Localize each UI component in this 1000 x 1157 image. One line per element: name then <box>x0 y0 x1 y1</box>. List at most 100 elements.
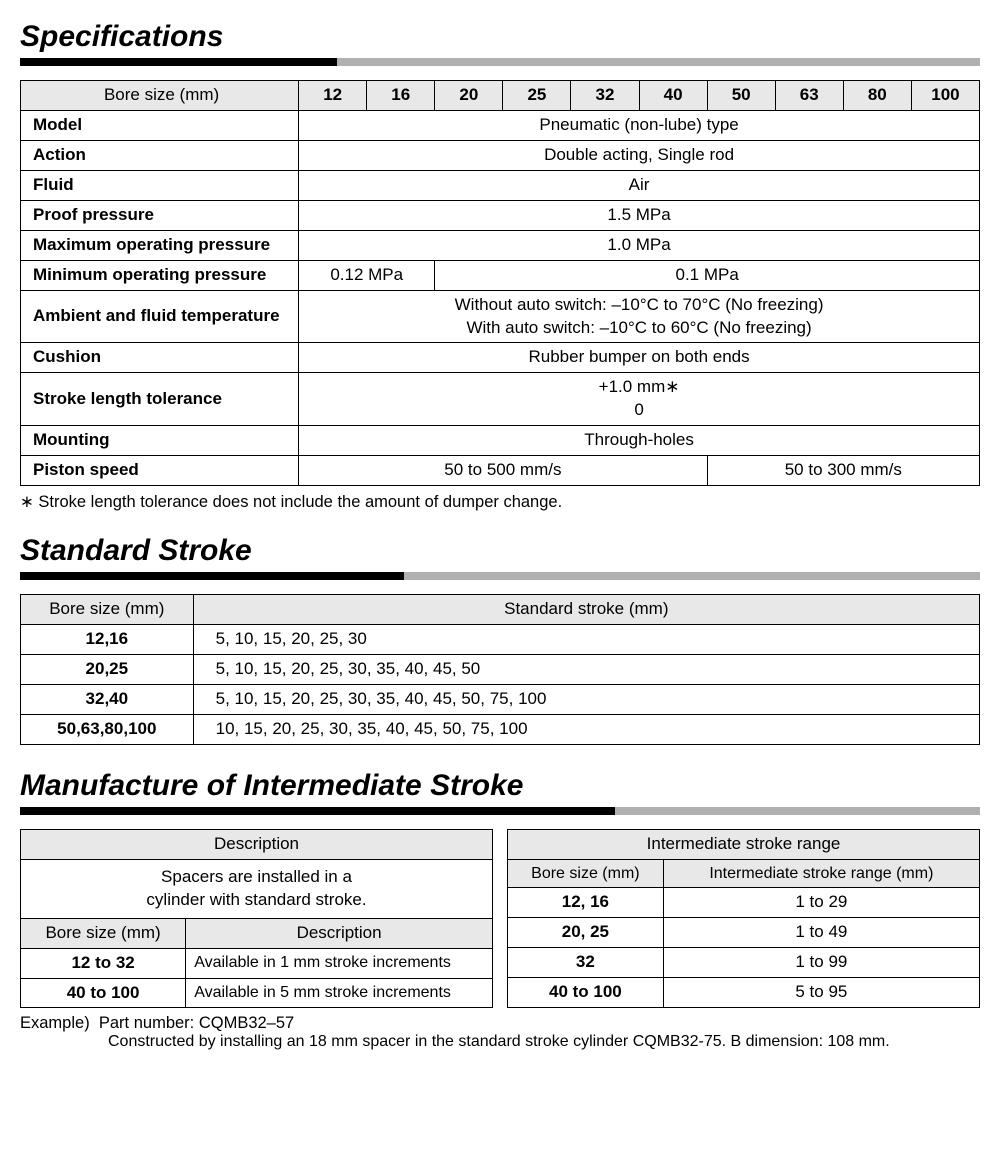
std-stroke-rule <box>20 572 980 580</box>
table-row: 12,16 5, 10, 15, 20, 25, 30 <box>21 625 980 655</box>
table-row: Maximum operating pressure 1.0 MPa <box>21 230 980 260</box>
cell-bore: 20,25 <box>21 655 194 685</box>
std-stroke-table: Bore size (mm) Standard stroke (mm) 12,1… <box>20 594 980 745</box>
desc-col1: Bore size (mm) <box>21 918 186 948</box>
row-value: Double acting, Single rod <box>299 140 980 170</box>
row-label: Ambient and fluid temperature <box>21 290 299 343</box>
cell-desc: Available in 5 mm stroke increments <box>186 978 493 1008</box>
range-title: Intermediate stroke range <box>508 829 980 859</box>
table-row: 20, 25 1 to 49 <box>508 918 980 948</box>
cell-bore: 32,40 <box>21 684 194 714</box>
cell-range: 5 to 95 <box>663 978 979 1008</box>
row-value-b: 50 to 300 mm/s <box>707 456 979 486</box>
table-row: Proof pressure 1.5 MPa <box>21 200 980 230</box>
row-value-a: 50 to 500 mm/s <box>299 456 707 486</box>
bore-col: 16 <box>367 81 435 111</box>
row-label: Minimum operating pressure <box>21 260 299 290</box>
table-row: Action Double acting, Single rod <box>21 140 980 170</box>
cell-bore: 50,63,80,100 <box>21 714 194 744</box>
row-value-b: 0.1 MPa <box>435 260 980 290</box>
row-value: Through-holes <box>299 426 980 456</box>
cell-range: 1 to 29 <box>663 888 979 918</box>
col-bore: Bore size (mm) <box>21 595 194 625</box>
intermediate-left: Description Spacers are installed in a c… <box>20 829 493 1009</box>
bore-header: Bore size (mm) <box>21 81 299 111</box>
specs-footnote: ∗ Stroke length tolerance does not inclu… <box>20 492 980 512</box>
cell-bore: 12 to 32 <box>21 948 186 978</box>
bore-col: 50 <box>707 81 775 111</box>
bore-col: 25 <box>503 81 571 111</box>
row-label: Model <box>21 110 299 140</box>
cell-desc: Available in 1 mm stroke increments <box>186 948 493 978</box>
range-col2: Intermediate stroke range (mm) <box>663 859 979 888</box>
table-row: 40 to 100 5 to 95 <box>508 978 980 1008</box>
table-row: Mounting Through-holes <box>21 426 980 456</box>
cell-strokes: 5, 10, 15, 20, 25, 30, 35, 40, 45, 50 <box>193 655 979 685</box>
row-value-a: 0.12 MPa <box>299 260 435 290</box>
temp-line2: With auto switch: –10°C to 60°C (No free… <box>466 318 811 337</box>
bore-col: 63 <box>775 81 843 111</box>
table-row: 40 to 100 Available in 5 mm stroke incre… <box>21 978 493 1008</box>
row-label: Maximum operating pressure <box>21 230 299 260</box>
cell-strokes: 5, 10, 15, 20, 25, 30, 35, 40, 45, 50, 7… <box>193 684 979 714</box>
specs-table: Bore size (mm) 12 16 20 25 32 40 50 63 8… <box>20 80 980 486</box>
row-value: 1.0 MPa <box>299 230 980 260</box>
intermediate-rule <box>20 807 980 815</box>
table-row: Cushion Rubber bumper on both ends <box>21 343 980 373</box>
range-table: Intermediate stroke range Bore size (mm)… <box>507 829 980 1008</box>
cell-range: 1 to 49 <box>663 918 979 948</box>
table-row: 32 1 to 99 <box>508 948 980 978</box>
intermediate-right: Intermediate stroke range Bore size (mm)… <box>507 829 980 1008</box>
bore-col: 80 <box>843 81 911 111</box>
row-value: Air <box>299 170 980 200</box>
table-row: Piston speed 50 to 500 mm/s 50 to 300 mm… <box>21 456 980 486</box>
table-row: Ambient and fluid temperature Without au… <box>21 290 980 343</box>
temp-line1: Without auto switch: –10°C to 70°C (No f… <box>455 295 824 314</box>
table-row: 32,40 5, 10, 15, 20, 25, 30, 35, 40, 45,… <box>21 684 980 714</box>
desc-note: Spacers are installed in a cylinder with… <box>21 859 493 918</box>
bore-col: 40 <box>639 81 707 111</box>
row-value: Pneumatic (non-lube) type <box>299 110 980 140</box>
cell-bore: 20, 25 <box>508 918 664 948</box>
col-stroke: Standard stroke (mm) <box>193 595 979 625</box>
table-row: Stroke length tolerance +1.0 mm∗ 0 <box>21 373 980 426</box>
cell-strokes: 10, 15, 20, 25, 30, 35, 40, 45, 50, 75, … <box>193 714 979 744</box>
bore-col: 100 <box>911 81 979 111</box>
example-label: Example) <box>20 1014 90 1032</box>
desc-col2: Description <box>186 918 493 948</box>
cell-strokes: 5, 10, 15, 20, 25, 30 <box>193 625 979 655</box>
row-label: Action <box>21 140 299 170</box>
range-col1: Bore size (mm) <box>508 859 664 888</box>
bore-col: 32 <box>571 81 639 111</box>
cell-bore: 12,16 <box>21 625 194 655</box>
table-row: 12 to 32 Available in 1 mm stroke increm… <box>21 948 493 978</box>
specs-rule <box>20 58 980 66</box>
row-value: Without auto switch: –10°C to 70°C (No f… <box>299 290 980 343</box>
table-row: 20,25 5, 10, 15, 20, 25, 30, 35, 40, 45,… <box>21 655 980 685</box>
table-row: Minimum operating pressure 0.12 MPa 0.1 … <box>21 260 980 290</box>
bore-col: 20 <box>435 81 503 111</box>
row-label: Cushion <box>21 343 299 373</box>
cell-range: 1 to 99 <box>663 948 979 978</box>
cell-bore: 40 to 100 <box>21 978 186 1008</box>
desc-title: Description <box>21 829 493 859</box>
tol-line1: +1.0 mm∗ <box>599 377 680 396</box>
specs-title: Specifications <box>20 20 980 54</box>
table-row: Model Pneumatic (non-lube) type <box>21 110 980 140</box>
spec-header-row: Bore size (mm) 12 16 20 25 32 40 50 63 8… <box>21 81 980 111</box>
row-label: Proof pressure <box>21 200 299 230</box>
row-label: Mounting <box>21 426 299 456</box>
intermediate-tables: Description Spacers are installed in a c… <box>20 829 980 1009</box>
cell-bore: 12, 16 <box>508 888 664 918</box>
table-row: 12, 16 1 to 29 <box>508 888 980 918</box>
row-label: Stroke length tolerance <box>21 373 299 426</box>
desc-table: Description Spacers are installed in a c… <box>20 829 493 1009</box>
example-part: Part number: CQMB32–57 <box>99 1014 294 1032</box>
example-detail: Constructed by installing an 18 mm space… <box>20 1033 980 1051</box>
table-row: 50,63,80,100 10, 15, 20, 25, 30, 35, 40,… <box>21 714 980 744</box>
bore-col: 12 <box>299 81 367 111</box>
cell-bore: 40 to 100 <box>508 978 664 1008</box>
table-header-row: Bore size (mm) Standard stroke (mm) <box>21 595 980 625</box>
tol-line2: 0 <box>634 400 643 419</box>
row-value: +1.0 mm∗ 0 <box>299 373 980 426</box>
